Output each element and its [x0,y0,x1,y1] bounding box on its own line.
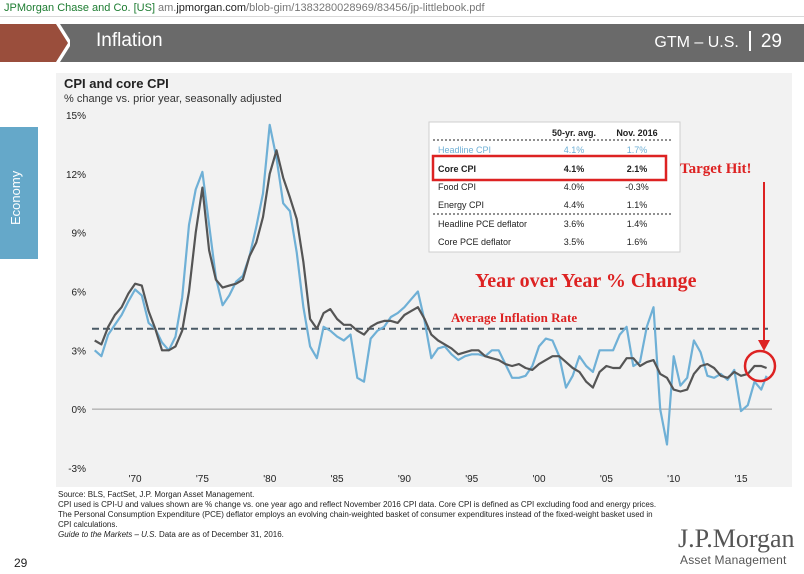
x-tick-label: '95 [465,474,478,485]
table-row-label: Energy CPI [438,200,484,210]
y-tick-label: 15% [66,111,86,122]
table-row-nov: 1.6% [627,237,648,247]
table-col-avg: 50-yr. avg. [552,128,596,138]
site-identity: JPMorgan Chase and Co. [US] [4,2,156,14]
url-path: /blob-gim/1383280028969/83456/jp-littleb… [246,2,485,14]
x-tick-label: '15 [735,474,748,485]
page-number: 29 [14,556,28,570]
table-row-nov: 1.1% [627,200,648,210]
x-tick-label: '00 [533,474,546,485]
header-section: GTM – U.S. 29 [654,31,782,53]
header-divider [748,31,751,51]
core-cpi-line [94,149,767,393]
x-tick-label: '80 [263,474,276,485]
header-chevron [0,24,70,62]
y-tick-label: 0% [72,405,87,416]
source-note: Source: BLS, FactSet, J.P. Morgan Asset … [58,490,255,499]
table-row-nov: 1.7% [627,145,648,155]
guide-note: Guide to the Markets – U.S. Data are as … [58,530,668,540]
browser-address-bar[interactable]: JPMorgan Chase and Co. [US] am.jpmorgan.… [0,0,804,17]
average-rate-label: Average Inflation Rate [451,310,577,325]
target-arrow-head [758,340,770,351]
x-tick-label: '75 [196,474,209,485]
y-tick-label: 9% [72,229,87,240]
table-row-label: Food CPI [438,182,476,192]
table-row-avg: 4.1% [564,164,585,174]
table-row-nov: 1.4% [627,219,648,229]
chart-subtitle: % change vs. prior year, seasonally adju… [64,93,282,105]
x-tick-label: '90 [398,474,411,485]
header-page-number: 29 [760,31,782,52]
definition-note: CPI used is CPI-U and values shown are %… [58,500,657,529]
table-row-avg: 3.6% [564,219,585,229]
x-axis: '70 '75 '80 '85 '90 '95 '00 '05 '10 '15 [129,474,748,485]
guide-date: Data are as of December 31, 2016. [156,530,284,539]
section-label: GTM – U.S. [654,34,739,51]
table-rows: Headline CPI 4.1% 1.7% Core CPI 4.1% 2.1% Food… [438,145,649,247]
x-tick-label: '05 [600,474,613,485]
y-axis: 15% 12% 9% 6% 3% 0% -3% [66,111,86,475]
y-tick-label: -3% [68,464,86,475]
table-row-avg: 4.0% [564,182,585,192]
header-bar [0,24,804,62]
guide-title: Guide to the Markets – U.S. [58,530,157,539]
asset-management-label: Asset Management [680,553,787,567]
footnotes: Source: BLS, FactSet, J.P. Morgan Asset … [58,490,668,540]
table-box [428,121,681,253]
chart-title: CPI and core CPI [64,76,169,91]
page-title: Inflation [96,30,163,51]
side-tab-economy[interactable]: Economy [0,127,38,259]
table-row-avg: 4.1% [564,145,585,155]
target-hit-label: Target Hit! [680,161,752,177]
headline-cpi-line [93,123,768,446]
url-text[interactable]: am.jpmorgan.com/blob-gim/1383280028969/8… [158,0,485,16]
yoy-label: Year over Year % Change [475,270,697,292]
target-circle [743,349,777,383]
table-row-nov: 2.1% [627,164,648,174]
table-row-label: Headline PCE deflator [438,219,527,229]
y-tick-label: 6% [72,288,87,299]
table-row-avg: 4.4% [564,200,585,210]
table-row-label: Headline CPI [438,145,491,155]
url-domain: jpmorgan.com [176,2,247,14]
core-cpi-highlight-box [431,154,668,182]
x-tick-label: '85 [331,474,344,485]
jpmorgan-logo: J.P.Morgan [678,524,795,553]
table-row-nov: -0.3% [625,182,649,192]
table-row-label: Core CPI [438,164,476,174]
table-col-nov: Nov. 2016 [616,128,657,138]
url-prefix: am. [158,2,177,14]
y-tick-label: 3% [72,346,87,357]
x-tick-label: '10 [667,474,680,485]
stats-table: 50-yr. avg. Nov. 2016 Headline CPI 4.1% 1.… [428,121,681,253]
table-row-label: Core PCE deflator [438,237,511,247]
y-tick-label: 12% [66,170,86,181]
table-row-avg: 3.5% [564,237,585,247]
x-tick-label: '70 [129,474,142,485]
